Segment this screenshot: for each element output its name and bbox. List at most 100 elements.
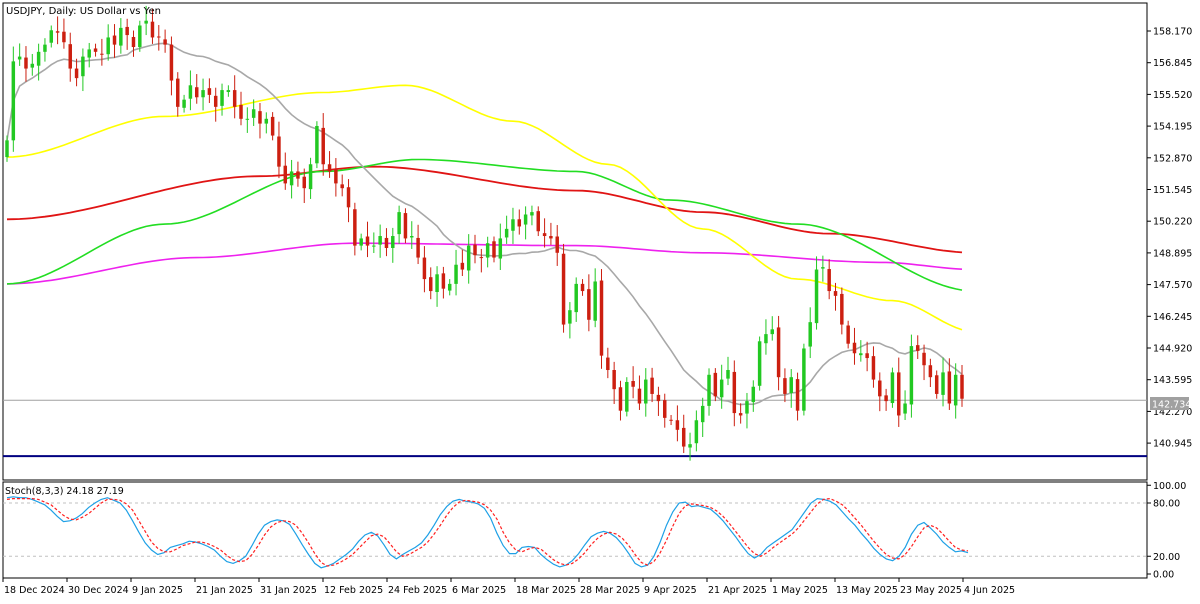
candle-bear [207,88,212,95]
candle-bull [504,228,509,238]
candle-bear [650,377,654,394]
candle-bull [707,374,711,406]
price-tick-label: 151.545 [1153,185,1192,196]
candle-bear [587,289,591,320]
candle-bear [846,325,850,344]
candle-bear [62,31,66,43]
candle-bear [384,237,389,248]
date-tick-label: 18 Dec 2024 [4,585,65,596]
candle-bear [536,211,540,232]
stoch-signal-line [6,497,969,567]
stoch-main-line [6,496,969,569]
date-tick-label: 12 Feb 2025 [324,585,383,596]
candle-bull [435,274,439,293]
price-tick-label: 156.845 [1153,58,1192,69]
candle-bull [220,90,224,106]
candle-bull [188,85,193,99]
date-tick-label: 24 Feb 2025 [388,585,447,596]
price-tick-label: 142.270 [1153,407,1192,418]
current-price-label: 142.734 [1152,400,1191,411]
candle-bull [251,109,256,118]
candle-bull [593,281,597,321]
candle-bull [308,164,313,190]
candle-bear [561,253,566,325]
candle-bear [441,273,446,289]
candle-bear [176,78,180,107]
candle-bull [315,125,319,164]
price-tick-label: 150.220 [1153,217,1192,228]
candle-bull [87,49,91,58]
date-tick-label: 13 May 2025 [836,585,898,596]
candle-bear [429,277,433,292]
main-panel-frame [2,2,1148,481]
candle-bear [169,44,174,81]
candle-bull [466,245,471,271]
candle-bull [36,51,41,66]
candle-bear [928,365,933,378]
candle-bear [131,36,136,48]
candle-bull [447,283,452,291]
stoch-tick-label: 20.00 [1153,552,1180,563]
candle-bull [745,401,749,414]
candle-bull [859,353,863,356]
candle-bull [909,346,914,405]
candle-bear [599,280,604,356]
candle-bull [814,269,819,324]
candle-bull [726,370,730,379]
date-tick-label: 23 May 2025 [900,585,962,596]
candle-bear [157,36,161,38]
stoch-tick-label: 80.00 [1153,499,1180,510]
candle-bull [245,118,250,120]
candle-bear [871,356,876,380]
candle-bear [783,378,787,394]
candle-bear [327,164,332,172]
price-tick-label: 154.195 [1153,122,1192,133]
candle-bull [485,243,490,258]
candle-bull [694,420,699,444]
candle-bull [511,219,515,231]
candle-bear [473,244,477,256]
candle-bear [283,165,288,184]
candle-bull [700,405,705,423]
candle-bear [865,353,869,359]
candle-bear [163,39,167,45]
ma-green-line [6,158,963,291]
candle-bear [915,345,920,351]
candle-bear [340,184,344,189]
candle-bull [953,374,958,406]
ma-magenta-line [6,242,963,285]
date-tick-label: 28 Mar 2025 [580,585,640,596]
candle-bull [568,310,572,324]
candle-bear [100,53,104,55]
price-tick-label: 146.245 [1153,312,1192,323]
candle-bull [17,56,22,60]
price-tick-label: 143.595 [1153,375,1192,386]
candle-bear [631,381,635,387]
stoch-tick-label: 0.00 [1153,570,1174,581]
candle-bear [479,257,484,259]
date-tick-label: 6 Mar 2025 [452,585,506,596]
candle-bull [757,341,762,386]
candle-bear [416,237,420,258]
candle-bear [878,380,882,397]
candle-bear [74,68,79,79]
candle-bear [232,90,237,107]
candle-bull [719,379,724,398]
candle-bear [270,116,275,136]
price-tick-label: 140.945 [1153,439,1192,450]
candle-bull [106,37,110,55]
candle-bull [289,171,294,186]
candle-bear [827,269,831,292]
date-tick-label: 1 May 2025 [772,585,828,596]
candle-bull [574,283,578,313]
candle-bear [580,283,585,292]
candle-bear [669,419,673,421]
candle-bear [606,357,610,371]
candle-bull [264,118,269,124]
candle-bull [144,20,148,24]
candle-bear [334,169,338,184]
candle-bull [789,377,793,393]
ma-red-line [6,165,963,254]
